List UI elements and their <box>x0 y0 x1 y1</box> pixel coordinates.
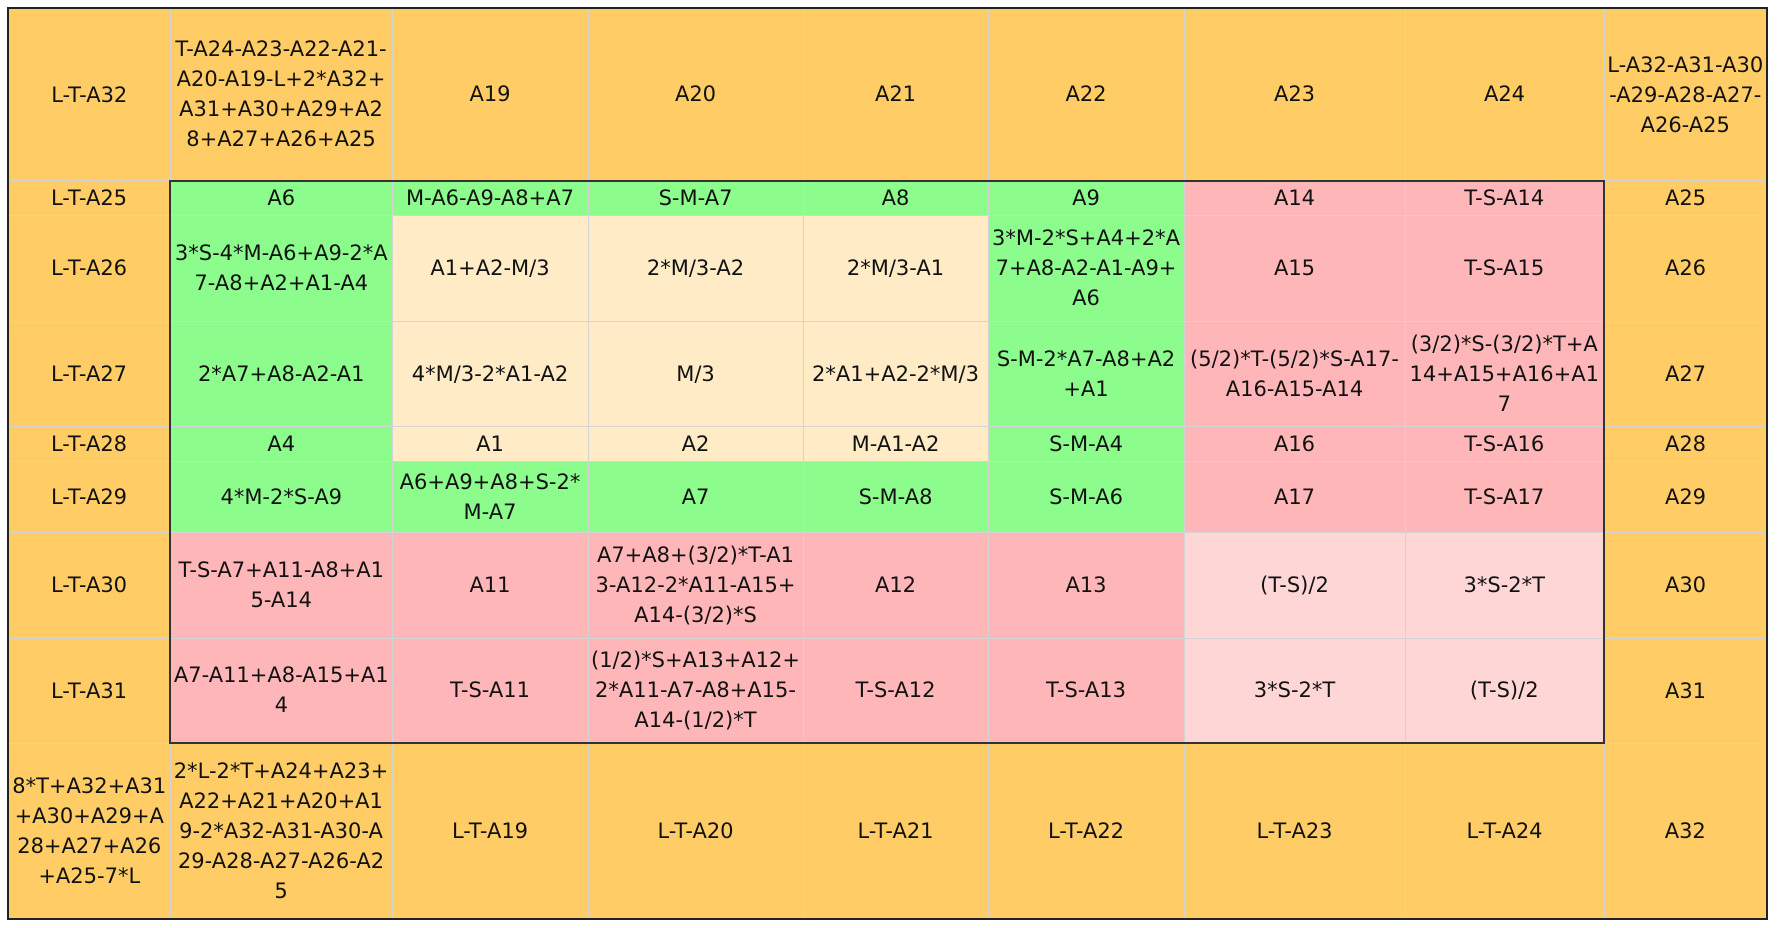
grid-cell[interactable]: T-S-A7+A11-A8+A15-A14 <box>169 532 393 639</box>
grid-cell[interactable]: T-S-A11 <box>391 637 589 745</box>
grid-cell[interactable]: A26 <box>1603 215 1768 322</box>
grid-cell[interactable]: L-T-A28 <box>7 425 171 462</box>
grid-cell[interactable]: A4 <box>169 425 393 462</box>
grid-cell[interactable]: L-T-A22 <box>987 742 1185 920</box>
grid-cell[interactable]: L-T-A19 <box>391 742 589 920</box>
grid-cell[interactable]: T-S-A13 <box>987 637 1185 745</box>
grid-cell[interactable]: S-M-A4 <box>987 425 1185 462</box>
grid-cell[interactable]: A17 <box>1183 460 1406 534</box>
grid-cell[interactable]: A23 <box>1183 7 1406 182</box>
grid-cell[interactable]: 2*L-2*T+A24+A23+A22+A21+A20+A19-2*A32-A3… <box>169 742 393 920</box>
table-row: L-T-A27 2*A7+A8-A2-A1 4*M/3-2*A1-A2 M/3 2*A1… <box>7 320 1768 427</box>
grid-cell[interactable]: T-A24-A23-A22-A21-A20-A19-L+2*A32+A31+A3… <box>169 7 393 182</box>
table-row: L-T-A30 T-S-A7+A11-A8+A15-A14 A11 A7+A8+(3/… <box>7 532 1768 639</box>
grid-cell[interactable]: M/3 <box>587 320 804 427</box>
grid-cell[interactable]: L-T-A24 <box>1404 742 1605 920</box>
formula-grid: L-T-A32 T-A24-A23-A22-A21-A20-A19-L+2*A32… <box>7 7 1768 920</box>
grid-cell[interactable]: A2 <box>587 425 804 462</box>
grid-cell[interactable]: M-A1-A2 <box>802 425 989 462</box>
grid-cell[interactable]: L-T-A20 <box>587 742 804 920</box>
grid-cell[interactable]: L-T-A30 <box>7 532 171 639</box>
grid-cell[interactable]: A31 <box>1603 637 1768 744</box>
grid-cell[interactable]: 2*M/3-A1 <box>802 215 989 322</box>
table-row: L-T-A26 3*S-4*M-A6+A9-2*A7-A8+A2+A1-A4 A1+… <box>7 215 1768 322</box>
grid-cell[interactable]: A21 <box>802 7 989 182</box>
grid-cell[interactable]: A25 <box>1603 180 1768 217</box>
grid-cell[interactable]: T-S-A16 <box>1404 425 1605 462</box>
grid-cell[interactable]: M-A6-A9-A8+A7 <box>391 179 589 217</box>
grid-cell[interactable]: T-S-A12 <box>802 637 989 745</box>
table-row: L-T-A32 T-A24-A23-A22-A21-A20-A19-L+2*A32… <box>7 7 1768 182</box>
grid-cell[interactable]: 3*S-4*M-A6+A9-2*A7-A8+A2+A1-A4 <box>169 215 393 322</box>
grid-cell[interactable]: 2*A7+A8-A2-A1 <box>169 320 393 427</box>
grid-cell[interactable]: 4*M/3-2*A1-A2 <box>391 320 589 427</box>
grid-cell[interactable]: L-T-A25 <box>7 180 171 217</box>
grid-cell[interactable]: A13 <box>987 532 1185 639</box>
grid-cell[interactable]: 2*M/3-A2 <box>587 215 804 322</box>
grid-cell[interactable]: L-T-A23 <box>1183 742 1406 920</box>
grid-cell[interactable]: (1/2)*S+A13+A12+2*A11-A7-A8+A15-A14-(1/2… <box>587 637 804 745</box>
grid-cell[interactable]: A1 <box>391 425 589 462</box>
grid-cell[interactable]: L-T-A31 <box>7 637 171 744</box>
grid-cell[interactable]: A30 <box>1603 532 1768 639</box>
grid-cell[interactable]: S-M-A8 <box>802 460 989 534</box>
grid-cell[interactable]: T-S-A14 <box>1404 179 1605 217</box>
grid-cell[interactable]: (5/2)*T-(5/2)*S-A17-A16-A15-A14 <box>1183 320 1406 427</box>
grid-cell[interactable]: A16 <box>1183 425 1406 462</box>
grid-cell[interactable]: L-T-A27 <box>7 320 171 427</box>
grid-cell[interactable]: T-S-A15 <box>1404 215 1605 322</box>
grid-cell[interactable]: A32 <box>1603 742 1768 920</box>
table-row: L-T-A31 A7-A11+A8-A15+A14 T-S-A11 (1/2)*S+A… <box>7 637 1768 745</box>
grid-cell[interactable]: (T-S)/2 <box>1404 637 1605 745</box>
grid-cell[interactable]: 3*S-2*T <box>1404 532 1605 639</box>
grid-cell[interactable]: A7 <box>587 460 804 534</box>
grid-cell[interactable]: A1+A2-M/3 <box>391 215 589 322</box>
table-row: 8*T+A32+A31+A30+A29+A28+A27+A26+A25-7*L 2… <box>7 742 1768 920</box>
grid-cell[interactable]: A29 <box>1603 460 1768 534</box>
grid-cell[interactable]: A6+A9+A8+S-2*M-A7 <box>391 460 589 534</box>
table-row: L-T-A28 A4 A1 A2 M-A1-A2 S-M-A4 A16 T-S-A16 A28 <box>7 425 1768 462</box>
grid-cell[interactable]: A20 <box>587 7 804 182</box>
grid-cell[interactable]: L-T-A29 <box>7 460 171 534</box>
table-row: L-T-A29 4*M-2*S-A9 A6+A9+A8+S-2*M-A7 A7 S-M-… <box>7 460 1768 534</box>
grid-cell[interactable]: 3*M-2*S+A4+2*A7+A8-A2-A1-A9+A6 <box>987 215 1185 322</box>
grid-cell[interactable]: A7-A11+A8-A15+A14 <box>169 637 393 745</box>
grid-cell[interactable]: A27 <box>1603 320 1768 427</box>
grid-cell[interactable]: 2*A1+A2-2*M/3 <box>802 320 989 427</box>
grid-cell[interactable]: A15 <box>1183 215 1406 322</box>
grid-cell[interactable]: (3/2)*S-(3/2)*T+A14+A15+A16+A17 <box>1404 320 1605 427</box>
grid-cell[interactable]: A19 <box>391 7 589 182</box>
grid-cell[interactable]: A11 <box>391 532 589 639</box>
grid-cell[interactable]: S-M-2*A7-A8+A2+A1 <box>987 320 1185 427</box>
grid-cell[interactable]: A9 <box>987 179 1185 217</box>
grid-cell[interactable]: A24 <box>1404 7 1605 182</box>
grid-cell[interactable]: A28 <box>1603 425 1768 462</box>
grid-cell[interactable]: L-A32-A31-A30-A29-A28-A27-A26-A25 <box>1603 7 1768 182</box>
grid-cell[interactable]: L-T-A26 <box>7 215 171 322</box>
grid-cell[interactable]: 4*M-2*S-A9 <box>169 460 393 534</box>
grid-cell[interactable]: A14 <box>1183 179 1406 217</box>
grid-cell[interactable]: A8 <box>802 179 989 217</box>
grid-cell[interactable]: A6 <box>169 179 393 217</box>
grid-cell[interactable]: 3*S-2*T <box>1183 637 1406 745</box>
grid-cell[interactable]: S-M-A7 <box>587 179 804 217</box>
grid-cell[interactable]: A12 <box>802 532 989 639</box>
grid-cell[interactable]: L-T-A32 <box>7 7 171 182</box>
grid-cell[interactable]: (T-S)/2 <box>1183 532 1406 639</box>
grid-cell[interactable]: L-T-A21 <box>802 742 989 920</box>
grid-cell[interactable]: A7+A8+(3/2)*T-A13-A12-2*A11-A15+A14-(3/2… <box>587 532 804 639</box>
table-row: L-T-A25 A6 M-A6-A9-A8+A7 S-M-A7 A8 A9 A14 T-S-A… <box>7 179 1768 217</box>
grid-cell[interactable]: T-S-A17 <box>1404 460 1605 534</box>
grid-cell[interactable]: S-M-A6 <box>987 460 1185 534</box>
grid-cell[interactable]: A22 <box>987 7 1185 182</box>
grid-cell[interactable]: 8*T+A32+A31+A30+A29+A28+A27+A26+A25-7*L <box>7 742 171 920</box>
